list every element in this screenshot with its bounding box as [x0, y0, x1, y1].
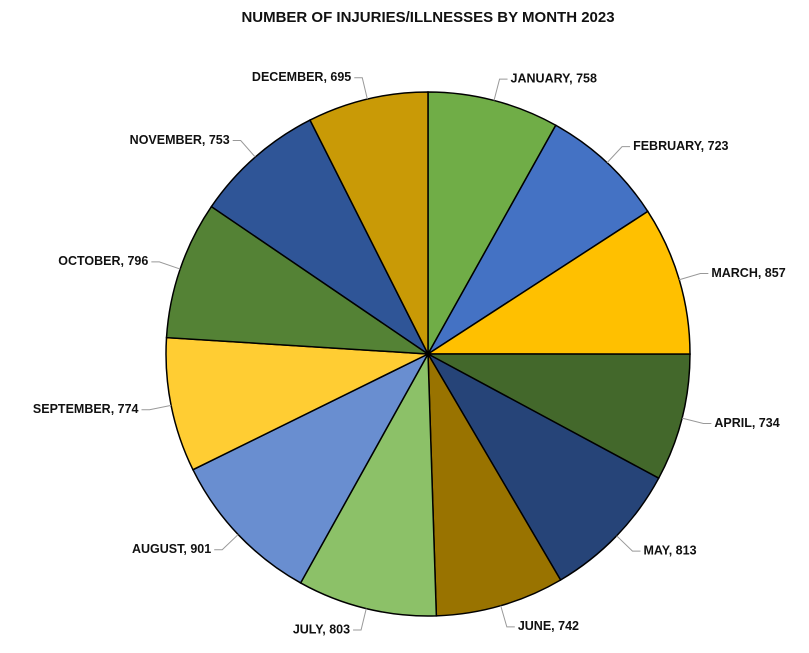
leader-line [493, 78, 508, 101]
leader-line [354, 77, 368, 100]
data-label: APRIL, 734 [714, 416, 779, 430]
pie-slice [165, 336, 431, 471]
leader-line [232, 140, 256, 158]
data-label: JULY, 803 [293, 622, 350, 636]
leader-line [616, 535, 641, 552]
leader-line [681, 417, 712, 424]
leader-line [214, 534, 239, 551]
data-label: JUNE, 742 [518, 619, 579, 633]
pie-slice [191, 352, 430, 584]
data-label: FEBRUARY, 723 [633, 139, 728, 153]
pie-slice [210, 119, 430, 357]
data-label: MAY, 813 [643, 543, 696, 557]
data-label: JANUARY, 758 [511, 71, 597, 85]
leader-line [606, 146, 631, 164]
leader-line [679, 272, 709, 281]
leader-line [141, 404, 172, 411]
leader-line [151, 261, 181, 270]
data-label: OCTOBER, 796 [58, 254, 148, 268]
data-label: DECEMBER, 695 [252, 70, 351, 84]
pie-slice [425, 352, 660, 582]
data-label: AUGUST, 901 [132, 542, 211, 556]
data-label: MARCH, 857 [711, 266, 785, 280]
pie-slice [309, 91, 429, 355]
leader-line [500, 605, 515, 628]
chart-title: NUMBER OF INJURIES/ILLNESSES BY MONTH 20… [241, 9, 614, 26]
pie-slice [165, 205, 431, 355]
leader-line [353, 608, 367, 631]
data-label: NOVEMBER, 753 [130, 133, 230, 147]
pie-slice [299, 351, 438, 617]
data-label: SEPTEMBER, 774 [33, 402, 139, 416]
